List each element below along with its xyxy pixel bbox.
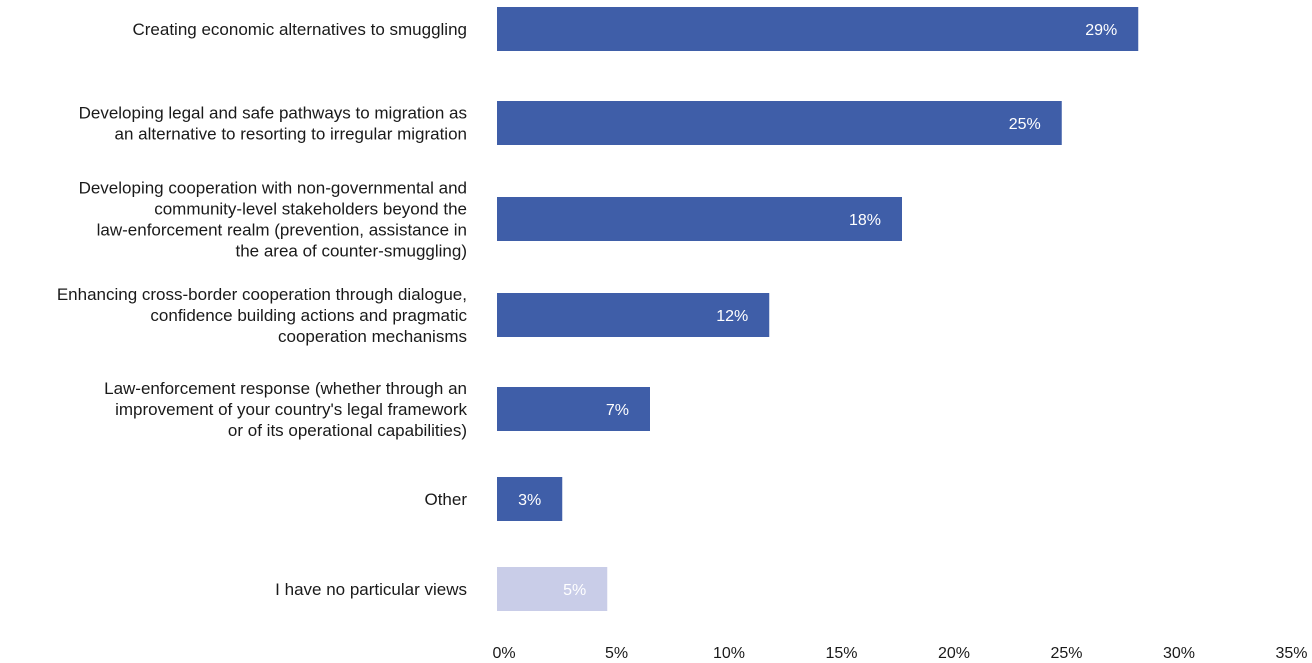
x-tick-label-7: 35% — [1275, 645, 1307, 662]
x-tick-label-5: 25% — [1050, 645, 1082, 662]
category-label-line: community-level stakeholders beyond the — [154, 200, 467, 219]
category-label-line: law-enforcement realm (prevention, assis… — [97, 221, 467, 240]
bar-1 — [497, 101, 1062, 145]
data-label-1: 25% — [1009, 116, 1041, 133]
category-label-line: improvement of your country's legal fram… — [115, 400, 467, 419]
bar-0 — [497, 7, 1139, 51]
category-label-1: Developing legal and safe pathways to mi… — [79, 104, 467, 144]
data-label-0: 29% — [1085, 22, 1117, 39]
category-label-5: Other — [424, 490, 467, 509]
category-label-0: Creating economic alternatives to smuggl… — [132, 20, 467, 39]
bars-layer: 29% 25% 18% 12% 7% 3% 5% — [497, 7, 1139, 611]
category-label-line: Law-enforcement response (whether throug… — [104, 379, 467, 398]
x-tick-label-0: 0% — [492, 645, 515, 662]
category-label-line: Creating economic alternatives to smuggl… — [132, 20, 467, 39]
category-label-4: Law-enforcement response (whether throug… — [104, 379, 467, 440]
data-label-3: 12% — [716, 308, 748, 325]
x-tick-label-6: 30% — [1163, 645, 1195, 662]
category-label-line: Developing cooperation with non-governme… — [79, 179, 467, 198]
category-label-line: Enhancing cross-border cooperation throu… — [57, 285, 467, 304]
category-label-line: an alternative to resorting to irregular… — [115, 125, 467, 144]
x-tick-label-4: 20% — [938, 645, 970, 662]
category-label-line: cooperation mechanisms — [278, 327, 467, 346]
category-label-line: or of its operational capabilities) — [228, 421, 467, 440]
category-label-line: the area of counter-smuggling) — [235, 242, 467, 261]
category-label-2: Developing cooperation with non-governme… — [79, 179, 467, 261]
data-label-4: 7% — [606, 402, 629, 419]
x-axis-ticks-layer: 0% 5% 10% 15% 20% 25% 30% 35% — [492, 645, 1307, 662]
category-label-6: I have no particular views — [275, 580, 467, 599]
x-tick-label-1: 5% — [605, 645, 628, 662]
data-label-5: 3% — [518, 492, 541, 509]
bar-6 — [497, 567, 608, 611]
x-tick-label-2: 10% — [713, 645, 745, 662]
bar-2 — [497, 197, 902, 241]
category-label-3: Enhancing cross-border cooperation throu… — [57, 285, 468, 346]
category-label-line: Other — [424, 490, 467, 509]
category-label-line: Developing legal and safe pathways to mi… — [79, 104, 467, 123]
data-label-2: 18% — [849, 212, 881, 229]
category-label-line: confidence building actions and pragmati… — [150, 306, 467, 325]
x-tick-label-3: 15% — [825, 645, 857, 662]
bar-4 — [497, 387, 650, 431]
bar-3 — [497, 293, 770, 337]
bar-5 — [497, 477, 563, 521]
category-label-line: I have no particular views — [275, 580, 467, 599]
category-labels-layer: Creating economic alternatives to smuggl… — [57, 20, 468, 599]
data-label-6: 5% — [563, 582, 586, 599]
